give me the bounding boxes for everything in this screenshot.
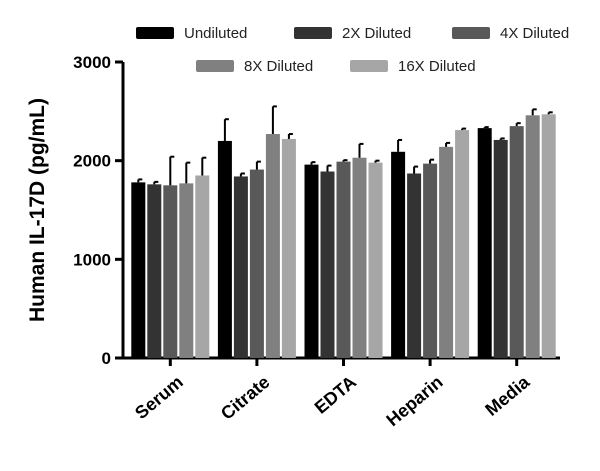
y-tick-label: 1000 — [73, 250, 111, 269]
bar — [281, 138, 296, 358]
legend-label: 16X Diluted — [398, 58, 476, 75]
bar — [249, 169, 264, 358]
legend-label: 4X Diluted — [500, 25, 569, 42]
y-tick-label: 0 — [102, 349, 111, 368]
x-tick-label: Serum — [131, 372, 187, 423]
bar — [541, 114, 556, 358]
bar — [439, 146, 454, 358]
legend-label: 2X Diluted — [342, 25, 411, 42]
x-tick-label: Heparin — [382, 372, 446, 430]
bar — [407, 173, 422, 358]
bar — [493, 139, 508, 358]
bar — [525, 115, 540, 358]
legend-swatch — [452, 27, 490, 39]
bar — [455, 130, 470, 358]
bar — [131, 182, 146, 358]
bar — [233, 176, 248, 358]
x-tick-label: Citrate — [217, 372, 274, 424]
y-tick-label: 2000 — [73, 152, 111, 171]
bar — [195, 175, 210, 358]
bar — [265, 134, 280, 358]
bar — [163, 185, 178, 358]
bar — [423, 163, 438, 358]
legend-swatch — [196, 60, 234, 72]
bar — [217, 140, 232, 358]
y-axis-title: Human IL-17D (pg/mL) — [26, 98, 49, 322]
bar — [179, 183, 194, 358]
legend-swatch — [294, 27, 332, 39]
bar — [391, 151, 406, 358]
bar — [336, 161, 351, 358]
bar — [320, 171, 335, 358]
legend-swatch — [350, 60, 388, 72]
bar — [352, 157, 367, 358]
y-tick-label: 3000 — [73, 53, 111, 72]
x-tick-label: Media — [481, 371, 534, 420]
bar — [477, 128, 492, 358]
x-tick-label: EDTA — [311, 372, 360, 418]
bar — [509, 126, 524, 358]
bar — [147, 184, 162, 358]
bar — [304, 164, 319, 358]
bar — [368, 162, 383, 358]
legend-label: 8X Diluted — [244, 58, 313, 75]
legend-label: Undiluted — [184, 25, 247, 42]
legend-swatch — [136, 27, 174, 39]
